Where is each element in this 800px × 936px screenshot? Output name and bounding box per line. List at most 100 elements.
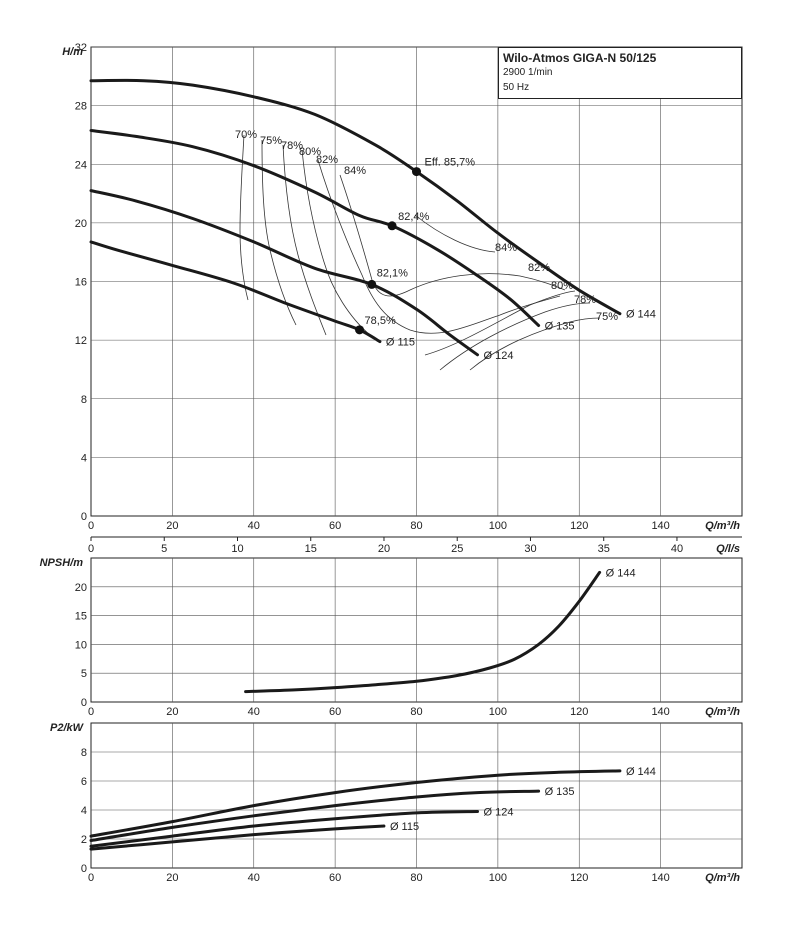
series-label: Ø 144 xyxy=(626,766,656,778)
curve-p2-0 xyxy=(89,769,622,838)
bep-dot xyxy=(387,221,397,231)
x-tick-label: 40 xyxy=(248,872,260,884)
series-label: Ø 135 xyxy=(545,786,575,798)
efficiency-label: 82% xyxy=(316,154,338,166)
x-tick-label: 0 xyxy=(88,706,94,718)
y-tick-label: 20 xyxy=(75,218,87,230)
ls-tick-label: 10 xyxy=(231,543,243,555)
x-tick-label: 20 xyxy=(166,706,178,718)
efficiency-label: 84% xyxy=(495,242,517,254)
efficiency-label: 78% xyxy=(574,294,596,306)
efficiency-label: 80% xyxy=(551,280,573,292)
curve-p2-3 xyxy=(89,824,386,851)
y-tick-label: 6 xyxy=(81,776,87,788)
ls-tick-label: 15 xyxy=(305,543,317,555)
x-tick-label: 60 xyxy=(329,520,341,532)
curve-h-1 xyxy=(89,129,541,327)
curve-p2-2 xyxy=(89,810,479,848)
x-tick-label: 60 xyxy=(329,872,341,884)
curves-layer xyxy=(89,78,622,851)
bep-label: Eff. 85,7% xyxy=(425,157,476,169)
y-tick-label: 20 xyxy=(75,582,87,594)
curve-npsh-0 xyxy=(244,570,602,694)
y-tick-label: 16 xyxy=(75,277,87,289)
ls-axis-label: Q/l/s xyxy=(716,543,740,555)
series-label: Ø 124 xyxy=(484,350,514,362)
x-tick-label: 100 xyxy=(489,520,507,532)
ls-tick-label: 0 xyxy=(88,543,94,555)
x-tick-label: 60 xyxy=(329,706,341,718)
efficiency-label: 78% xyxy=(281,140,303,152)
efficiency-label: 80% xyxy=(299,146,321,158)
series-label: Ø 135 xyxy=(545,320,575,332)
x-tick-label: 20 xyxy=(166,520,178,532)
x-axis-label: Q/m³/h xyxy=(705,706,740,718)
eff-contour-84 xyxy=(339,174,566,297)
bep-label: 82,4% xyxy=(398,211,429,223)
x-tick-label: 40 xyxy=(248,706,260,718)
efficiency-contours xyxy=(239,134,601,371)
x-tick-label: 120 xyxy=(570,520,588,532)
x-tick-label: 140 xyxy=(651,520,669,532)
y-tick-label: 5 xyxy=(81,668,87,680)
x-axis-label: Q/m³/h xyxy=(705,872,740,884)
series-label: Ø 144 xyxy=(626,309,656,321)
series-label: Ø 115 xyxy=(386,337,415,349)
efficiency-label: 75% xyxy=(596,311,618,323)
curve-h-2 xyxy=(89,189,479,357)
speed-line: 2900 1/min xyxy=(503,67,553,78)
eff-contour-84b xyxy=(414,214,496,253)
eff-contour-80 xyxy=(301,149,371,336)
eff-contour-82 xyxy=(317,159,561,334)
bep-label: 78,5% xyxy=(365,315,396,327)
y-tick-label: 0 xyxy=(81,697,87,709)
y-axis-label: NPSH/m xyxy=(40,557,84,569)
curve-p2-1 xyxy=(89,789,541,842)
efficiency-label: 75% xyxy=(260,135,282,147)
x-tick-label: 140 xyxy=(651,872,669,884)
x-tick-label: 100 xyxy=(489,706,507,718)
eff-contour-75b xyxy=(469,317,601,371)
y-tick-label: 10 xyxy=(75,639,87,651)
ls-tick-label: 40 xyxy=(671,543,683,555)
bep-dot xyxy=(355,325,365,335)
eff-contour-80b xyxy=(424,290,576,356)
y-axis-label: P2/kW xyxy=(50,722,85,734)
x-tick-label: 80 xyxy=(410,520,422,532)
y-tick-label: 32 xyxy=(75,42,87,54)
y-tick-label: 0 xyxy=(81,863,87,875)
series-label: Ø 144 xyxy=(606,567,636,579)
x-tick-label: 80 xyxy=(410,872,422,884)
x-axis-label: Q/m³/h xyxy=(705,520,740,532)
y-tick-label: 24 xyxy=(75,159,87,171)
bep-label: 82,1% xyxy=(377,267,408,279)
eff-contour-70 xyxy=(239,134,249,301)
efficiency-label: 84% xyxy=(344,165,366,177)
eff-contour-78b xyxy=(439,302,591,371)
x-tick-label: 100 xyxy=(489,872,507,884)
series-label: Ø 115 xyxy=(390,821,419,833)
y-tick-label: 4 xyxy=(81,452,87,464)
y-tick-label: 15 xyxy=(75,611,87,623)
ls-tick-label: 30 xyxy=(524,543,536,555)
x-tick-label: 40 xyxy=(248,520,260,532)
bep-dot xyxy=(412,167,421,177)
series-label: Ø 124 xyxy=(484,806,514,818)
y-tick-label: 8 xyxy=(81,747,87,759)
y-tick-label: 2 xyxy=(81,834,87,846)
text-layer: 0 20 40 60 80 100 120 140048121620242832H/mQ/m³… xyxy=(40,42,741,884)
y-tick-label: 4 xyxy=(81,805,87,817)
ls-tick-label: 35 xyxy=(598,543,610,555)
x-tick-label: 0 xyxy=(88,520,94,532)
efficiency-label: 70% xyxy=(235,129,257,141)
grid-layer xyxy=(90,46,743,869)
curve-h-0 xyxy=(89,78,622,316)
title-box: Wilo-Atmos GIGA-N 50/125 2900 1/min 50 H… xyxy=(498,47,742,99)
ls-tick-label: 25 xyxy=(451,543,463,555)
y-axis-label: H/m xyxy=(62,46,83,58)
frequency-line: 50 Hz xyxy=(503,82,530,93)
x-tick-label: 140 xyxy=(651,706,669,718)
y-tick-label: 12 xyxy=(75,335,87,347)
y-tick-label: 0 xyxy=(81,511,87,523)
